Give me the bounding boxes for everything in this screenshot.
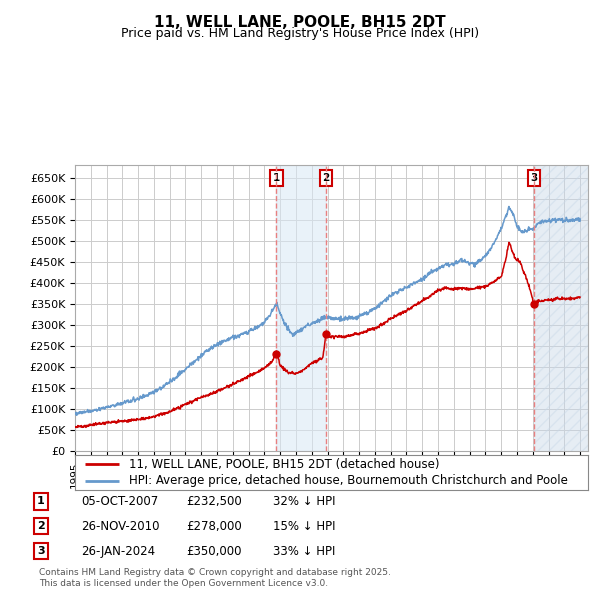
Bar: [534, 165, 588, 451]
Text: 05-OCT-2007: 05-OCT-2007: [81, 495, 158, 508]
Text: 15% ↓ HPI: 15% ↓ HPI: [273, 520, 335, 533]
Text: £278,000: £278,000: [186, 520, 242, 533]
Text: 11, WELL LANE, POOLE, BH15 2DT (detached house): 11, WELL LANE, POOLE, BH15 2DT (detached…: [129, 458, 439, 471]
Text: Price paid vs. HM Land Registry's House Price Index (HPI): Price paid vs. HM Land Registry's House …: [121, 27, 479, 40]
Text: 1: 1: [273, 173, 280, 183]
Text: 2: 2: [322, 173, 329, 183]
Text: 32% ↓ HPI: 32% ↓ HPI: [273, 495, 335, 508]
Text: 33% ↓ HPI: 33% ↓ HPI: [273, 545, 335, 558]
Text: 26-NOV-2010: 26-NOV-2010: [81, 520, 160, 533]
Text: 11, WELL LANE, POOLE, BH15 2DT: 11, WELL LANE, POOLE, BH15 2DT: [154, 15, 446, 30]
Text: Contains HM Land Registry data © Crown copyright and database right 2025.
This d: Contains HM Land Registry data © Crown c…: [39, 568, 391, 588]
Text: 2: 2: [37, 522, 44, 531]
Text: £232,500: £232,500: [186, 495, 242, 508]
Text: 3: 3: [530, 173, 538, 183]
Text: 1: 1: [37, 497, 44, 506]
Bar: [277, 165, 326, 451]
Text: 26-JAN-2024: 26-JAN-2024: [81, 545, 155, 558]
Text: HPI: Average price, detached house, Bournemouth Christchurch and Poole: HPI: Average price, detached house, Bour…: [129, 474, 568, 487]
Text: 3: 3: [37, 546, 44, 556]
Text: £350,000: £350,000: [186, 545, 241, 558]
